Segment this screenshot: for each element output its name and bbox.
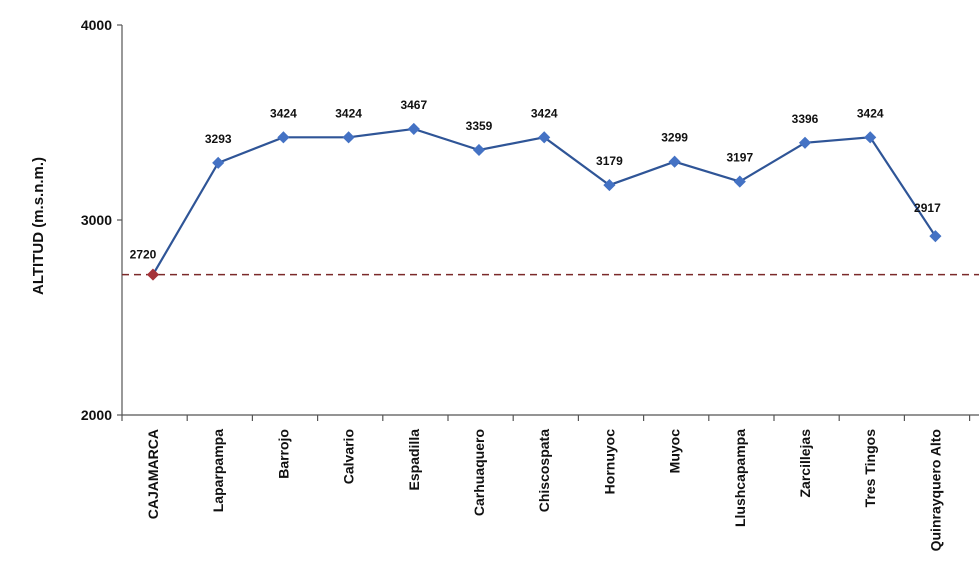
x-category-label: Chiscospata	[536, 429, 552, 512]
data-label: 3467	[400, 98, 427, 112]
y-tick-label: 3000	[81, 212, 112, 228]
data-point-marker	[929, 230, 942, 243]
data-label: 3359	[466, 119, 493, 133]
data-labels-group: 2720 3293 3424 3424 3467 3359 3424 3179 3299 3197…	[130, 98, 941, 262]
data-point-marker	[733, 175, 746, 188]
data-point-marker	[538, 131, 551, 144]
data-point-marker	[212, 156, 225, 169]
x-category-label: Quinrayquero Alto	[927, 429, 943, 551]
x-category-label: Espadilla	[406, 429, 422, 491]
x-category-label: Calvario	[341, 429, 357, 484]
x-category-label: Laparpampa	[210, 429, 226, 512]
data-label: 2720	[130, 248, 157, 262]
data-point-marker	[407, 122, 420, 136]
x-category-label: Zarcillejas	[797, 429, 813, 498]
data-label: 3197	[726, 151, 753, 165]
y-axis: 2000 3000 4000	[81, 17, 123, 423]
x-category-label: Tres Tingos	[862, 429, 878, 508]
data-label: 3424	[857, 106, 884, 120]
y-axis-title: ALTITUD (m.s.n.m.)	[30, 157, 47, 295]
data-label: 2917	[914, 201, 941, 215]
data-point-marker	[277, 131, 290, 144]
data-point-marker	[798, 136, 812, 149]
data-label: 3424	[335, 106, 362, 120]
x-category-label: Barrojo	[275, 429, 291, 479]
y-tick-label: 2000	[81, 407, 112, 423]
data-label: 3293	[205, 132, 232, 146]
y-tick-label: 4000	[81, 17, 112, 33]
x-category-label: Muyoc	[667, 429, 683, 474]
data-point-marker	[342, 131, 355, 144]
data-point-marker	[668, 155, 681, 168]
data-label: 3424	[270, 106, 297, 120]
x-category-label: Hornuyoc	[601, 429, 617, 495]
data-point-marker	[472, 143, 486, 157]
data-point-marker	[603, 179, 616, 192]
data-point-marker	[146, 268, 160, 281]
x-category-label: Llushcapampa	[732, 429, 748, 527]
x-category-label: Carhuaquero	[471, 429, 487, 516]
series-group	[146, 122, 942, 281]
series-line	[152, 127, 937, 276]
x-category-label: CAJAMARCA	[145, 429, 161, 519]
data-point-marker	[864, 131, 877, 144]
data-label: 3424	[531, 106, 558, 120]
data-label: 3179	[596, 154, 623, 168]
data-label: 3396	[792, 112, 819, 126]
data-label: 3299	[661, 131, 688, 145]
x-axis: CAJAMARCA Laparpampa Barrojo Calvario Espadi…	[121, 414, 979, 551]
